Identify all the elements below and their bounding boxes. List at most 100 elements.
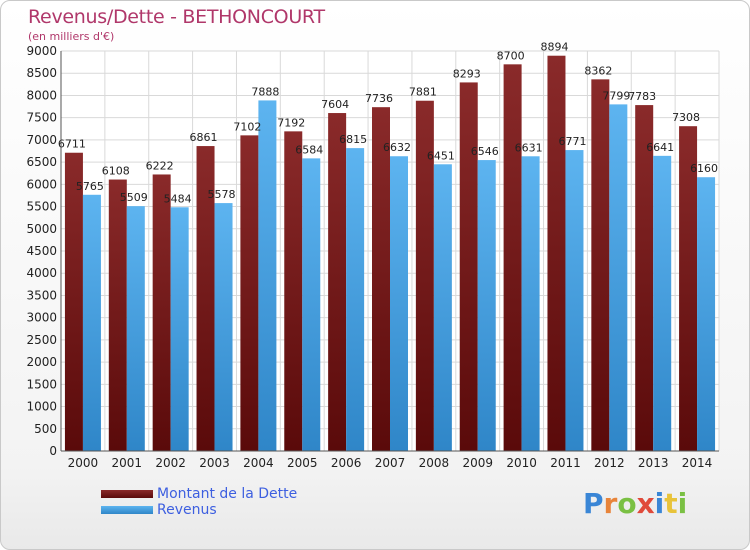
- bar-revenus: [477, 160, 496, 452]
- bar-dette: [591, 79, 610, 451]
- x-tick-label: 2004: [243, 456, 274, 470]
- x-tick-label: 2005: [287, 456, 318, 470]
- bar-dette: [372, 107, 390, 451]
- y-tick-label: 7500: [26, 111, 57, 125]
- y-tick-label: 2000: [26, 355, 57, 369]
- x-tick-label: 2007: [375, 456, 406, 470]
- data-label-revenus: 7799: [602, 89, 630, 102]
- data-label-dette: 7604: [321, 98, 349, 111]
- y-tick-label: 3000: [26, 311, 57, 325]
- data-label-dette: 7881: [409, 86, 437, 99]
- y-tick-label: 9000: [26, 44, 57, 58]
- data-label-revenus: 5509: [120, 191, 148, 204]
- data-label-revenus: 5765: [76, 180, 104, 193]
- data-label-dette: 8293: [453, 67, 481, 80]
- brand-logo: Proxiti: [583, 487, 688, 520]
- y-tick-label: 4000: [26, 266, 57, 280]
- x-tick-label: 2006: [331, 456, 362, 470]
- data-label-dette: 6711: [58, 138, 86, 151]
- bar-revenus: [170, 207, 189, 451]
- data-label-revenus: 6160: [690, 162, 718, 175]
- data-label-dette: 7783: [628, 90, 656, 103]
- bar-dette: [547, 55, 566, 451]
- x-tick-label: 2010: [506, 456, 537, 470]
- bar-dette: [152, 174, 171, 451]
- bar-dette: [635, 105, 654, 451]
- y-tick-label: 7000: [26, 133, 57, 147]
- bar-revenus: [126, 206, 145, 451]
- x-tick-label: 2001: [112, 456, 143, 470]
- bar-dette: [240, 135, 259, 451]
- x-tick-label: 2011: [550, 456, 581, 470]
- y-tick-label: 1500: [26, 377, 57, 391]
- y-tick-label: 2500: [26, 333, 57, 347]
- y-tick-label: 500: [34, 422, 57, 436]
- data-label-revenus: 6771: [558, 135, 586, 148]
- data-label-revenus: 6451: [427, 149, 455, 162]
- y-tick-label: 3500: [26, 288, 57, 302]
- data-label-revenus: 6641: [646, 141, 674, 154]
- bar-revenus: [521, 156, 540, 452]
- bar-dette: [196, 146, 215, 452]
- data-label-revenus: 6815: [339, 133, 367, 146]
- data-label-revenus: 6631: [515, 141, 543, 154]
- bar-dette: [459, 82, 478, 451]
- legend-label-dette: Montant de la Dette: [157, 486, 298, 502]
- bar-revenus: [653, 155, 672, 451]
- y-tick-label: 6500: [26, 155, 57, 169]
- bar-dette: [415, 100, 434, 451]
- bar-dette: [284, 131, 303, 451]
- data-label-revenus: 7888: [251, 85, 279, 98]
- data-label-dette: 6861: [190, 131, 218, 144]
- bar-revenus: [302, 158, 321, 451]
- y-tick-label: 6000: [26, 177, 57, 191]
- x-tick-label: 2000: [68, 456, 99, 470]
- bar-dette: [108, 179, 127, 452]
- y-tick-label: 8000: [26, 88, 57, 102]
- data-label-dette: 7102: [233, 120, 261, 133]
- bar-revenus: [346, 148, 365, 451]
- data-label-dette: 8894: [540, 41, 568, 54]
- x-tick-label: 2008: [419, 456, 450, 470]
- data-label-dette: 7192: [277, 116, 305, 129]
- legend-swatch-revenus: [101, 506, 153, 514]
- data-label-dette: 7736: [365, 92, 393, 105]
- data-label-revenus: 5484: [164, 192, 192, 205]
- y-tick-label: 4500: [26, 244, 57, 258]
- x-tick-label: 2014: [682, 456, 713, 470]
- bar-revenus: [258, 100, 277, 451]
- data-label-dette: 7308: [672, 111, 700, 124]
- bar-revenus: [82, 194, 101, 451]
- data-label-revenus: 6584: [295, 143, 323, 156]
- y-tick-label: 0: [49, 444, 57, 458]
- y-tick-label: 8500: [26, 66, 57, 80]
- data-label-dette: 6222: [146, 159, 174, 172]
- chart-subtitle: (en milliers d'€): [28, 30, 115, 43]
- bar-dette: [328, 113, 347, 452]
- y-tick-label: 1000: [26, 400, 57, 414]
- bar-dette: [64, 152, 83, 451]
- legend-swatch-dette: [101, 490, 153, 498]
- bar-revenus: [214, 203, 233, 451]
- x-tick-label: 2009: [462, 456, 493, 470]
- bar-revenus: [433, 164, 452, 452]
- data-label-revenus: 6632: [383, 141, 411, 154]
- bar-revenus: [390, 156, 408, 451]
- legend-label-revenus: Revenus: [157, 502, 217, 518]
- bar-dette: [679, 126, 698, 451]
- bar-dette: [503, 64, 522, 452]
- bar-revenus: [565, 150, 584, 452]
- x-tick-label: 2013: [638, 456, 669, 470]
- y-tick-label: 5000: [26, 222, 57, 236]
- x-tick-label: 2012: [594, 456, 625, 470]
- bar-revenus: [609, 104, 628, 451]
- chart-title: Revenus/Dette - BETHONCOURT: [28, 6, 325, 28]
- x-tick-label: 2003: [199, 456, 230, 470]
- y-tick-label: 5500: [26, 200, 57, 214]
- data-label-dette: 8362: [584, 64, 612, 77]
- data-label-revenus: 5578: [208, 188, 236, 201]
- data-label-dette: 6108: [102, 165, 130, 178]
- x-tick-label: 2002: [155, 456, 186, 470]
